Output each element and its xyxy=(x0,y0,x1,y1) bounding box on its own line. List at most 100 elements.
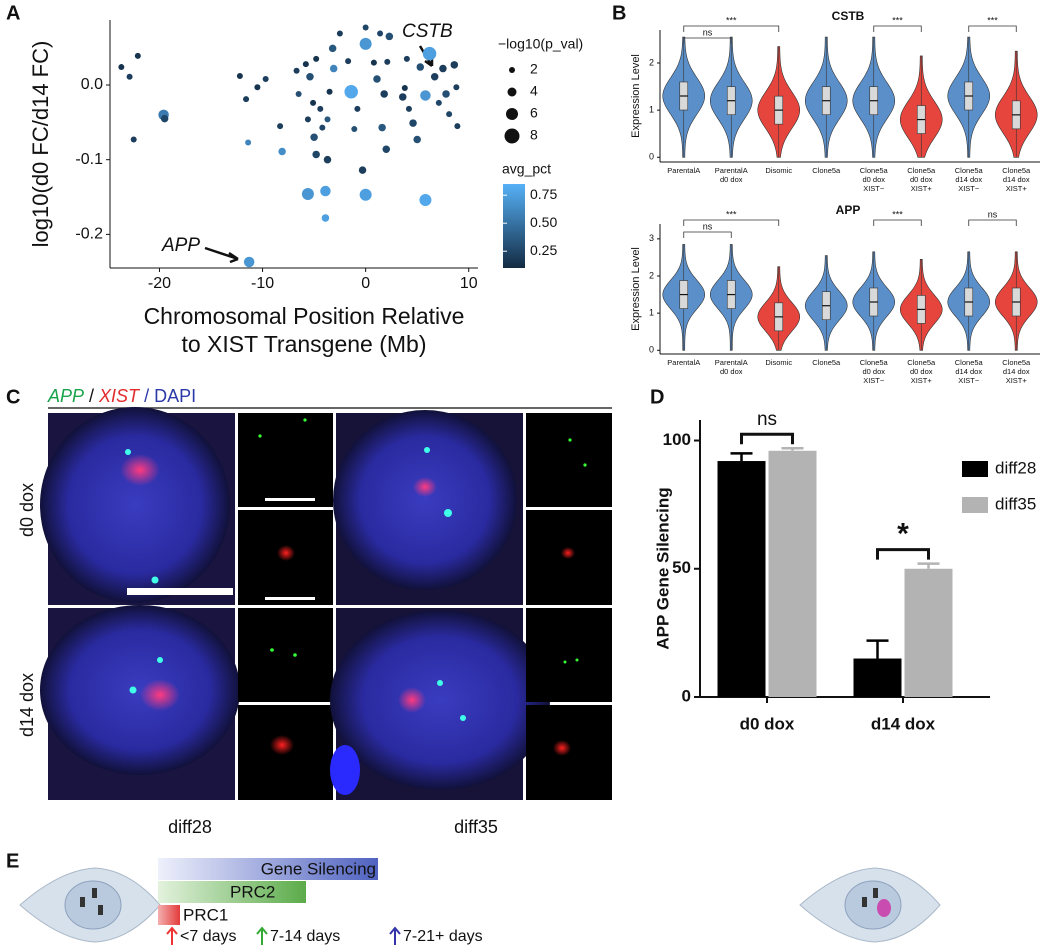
colorbar-label: 0.75 xyxy=(530,186,557,202)
point xyxy=(377,30,384,37)
point xyxy=(293,67,300,74)
panel-label: C xyxy=(6,386,20,408)
point xyxy=(435,99,442,106)
point xyxy=(430,73,439,81)
micrograph-grid-part xyxy=(444,509,452,517)
column-label: diff28 xyxy=(168,817,212,837)
arrow xyxy=(389,926,401,945)
x-tick-label: ParentalA xyxy=(715,166,748,175)
x-tick-label: d0 dox xyxy=(862,175,885,184)
x-tick-label: d14 dox xyxy=(1003,175,1030,184)
header-dapi: / DAPI xyxy=(139,386,196,406)
point xyxy=(454,123,461,130)
point xyxy=(301,188,314,201)
panel-label: B xyxy=(612,2,626,24)
point xyxy=(324,116,331,123)
point xyxy=(351,126,358,133)
bar xyxy=(853,658,902,697)
micrograph-grid-part xyxy=(270,735,294,755)
colorbar-label: 0.50 xyxy=(530,214,557,230)
micrograph-grid-part xyxy=(398,687,426,713)
point xyxy=(359,188,372,201)
panel-label: A xyxy=(6,2,20,24)
micrograph-grid-part xyxy=(270,648,274,652)
x-tick-label: d0 dox xyxy=(720,175,743,184)
micrograph-grid-part xyxy=(125,449,131,455)
x-tick-label: XIST+ xyxy=(911,184,933,193)
row-label: d0 dox xyxy=(17,483,37,537)
cell-illustration-part xyxy=(64,880,122,930)
significance-label: ns xyxy=(757,409,777,430)
micrograph-grid-part xyxy=(265,498,315,501)
legend-label: diff35 xyxy=(995,494,1036,513)
y-tick-label: -0.2 xyxy=(75,226,103,243)
legend-label: 2 xyxy=(530,61,538,77)
panel-label: D xyxy=(650,386,664,408)
point xyxy=(380,90,388,98)
point xyxy=(416,63,425,71)
point xyxy=(277,123,284,130)
x-tick-label: Clone5a xyxy=(812,166,841,175)
y-tick-label: 0 xyxy=(682,686,691,705)
x-tick-label: Clone5a xyxy=(955,358,984,367)
point xyxy=(419,194,432,207)
legend-label: 8 xyxy=(530,127,538,143)
significance-label: *** xyxy=(892,15,903,25)
x-tick-label: 10 xyxy=(460,275,478,292)
point xyxy=(126,73,133,80)
point xyxy=(317,105,324,112)
legend-title: −log10(p_val) xyxy=(498,36,583,52)
micrograph-grid-part xyxy=(413,477,437,497)
x-tick-label: XIST+ xyxy=(1006,184,1028,193)
y-axis-label: Expression Level xyxy=(630,54,642,138)
legend-title: avg_pct xyxy=(502,161,551,177)
point xyxy=(236,73,243,80)
x-tick-label: d0 dox xyxy=(862,367,885,376)
y-axis-label: Expression Level xyxy=(630,247,642,331)
y-tick-label: 2 xyxy=(649,270,654,280)
x-tick-label: d14 dox xyxy=(871,714,936,733)
y-axis-label: log10(d0 FC/d14 FC) xyxy=(28,41,53,248)
error-bar xyxy=(730,452,753,462)
point xyxy=(278,147,286,156)
point xyxy=(450,61,459,69)
micrograph-grid-part xyxy=(424,447,430,453)
header-sep: / xyxy=(84,386,99,406)
error-bar xyxy=(781,446,804,451)
x-tick-label: XIST− xyxy=(863,184,885,193)
x-tick-label: Clone5a xyxy=(860,166,889,175)
annotation: APP xyxy=(161,235,200,256)
significance-label: *** xyxy=(987,15,998,25)
header-xist: XIST xyxy=(98,386,141,406)
bar xyxy=(158,858,378,880)
point xyxy=(313,55,320,62)
y-tick-label: 0 xyxy=(649,152,654,162)
point xyxy=(328,44,337,53)
x-tick-label: Clone5a xyxy=(907,358,936,367)
bar xyxy=(717,461,766,697)
significance-bracket xyxy=(683,219,780,226)
significance-label: *** xyxy=(726,209,737,219)
x-tick-label: ParentalA xyxy=(667,166,700,175)
x-tick-label: ParentalA xyxy=(715,358,748,367)
micrograph-grid-part xyxy=(127,588,233,595)
cell-illustration-part xyxy=(877,899,891,917)
bar xyxy=(158,881,306,903)
point xyxy=(134,52,141,59)
legend-label: 6 xyxy=(530,105,538,121)
bar xyxy=(904,568,953,697)
micrograph-grid-part xyxy=(293,653,297,657)
bar-label: Gene Silencing xyxy=(261,859,376,878)
legend-symbol xyxy=(507,87,517,97)
point xyxy=(385,32,394,41)
time-label: <7 days xyxy=(180,928,236,945)
point xyxy=(446,111,453,118)
point xyxy=(295,90,302,97)
legend-symbol xyxy=(506,108,518,120)
point xyxy=(405,105,412,112)
header-text: APP / XIST / DAPI xyxy=(47,386,196,406)
legend-label: 4 xyxy=(530,83,538,99)
point xyxy=(420,90,431,101)
point xyxy=(399,93,407,101)
